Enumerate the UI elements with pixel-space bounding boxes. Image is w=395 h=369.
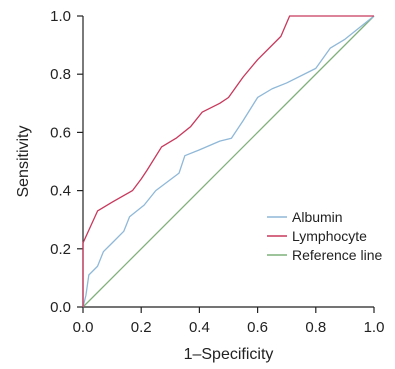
legend-label-lymphocyte: Lymphocyte [292,228,367,244]
series-line-lymphocyte [82,15,374,307]
y-ticks: 0.0 0.2 0.4 0.6 0.8 1.0 [50,8,83,316]
x-tick-label: 0.0 [73,319,94,336]
series-layer [82,15,375,308]
x-tick-label: 0.2 [131,319,152,336]
legend-label-reference-line: Reference line [292,247,382,263]
x-tick-label: 0.6 [247,319,268,336]
series-line-albumin [82,15,375,308]
series-line-reference-line [82,15,375,308]
legend-label-albumin: Albumin [292,209,343,225]
x-tick-label: 1.0 [364,319,385,336]
y-axis-title: Sensitivity [15,125,32,197]
y-tick-label: 1.0 [50,8,71,25]
y-tick-label: 0.8 [50,66,71,83]
y-tick-label: 0.4 [50,183,71,200]
x-ticks: 0.0 0.2 0.4 0.6 0.8 1.0 [73,307,385,336]
y-tick-label: 0.0 [50,299,71,316]
y-tick-label: 0.6 [50,124,71,141]
legend: Albumin Lymphocyte Reference line [267,209,382,263]
axes: 0.0 0.2 0.4 0.6 0.8 1.0 0.0 0.2 0.4 0.6 0.8 1.0 [50,8,384,336]
x-axis-title: 1–Specificity [184,346,274,363]
x-tick-label: 0.4 [189,319,210,336]
y-tick-label: 0.2 [50,241,71,258]
x-tick-label: 0.8 [305,319,326,336]
